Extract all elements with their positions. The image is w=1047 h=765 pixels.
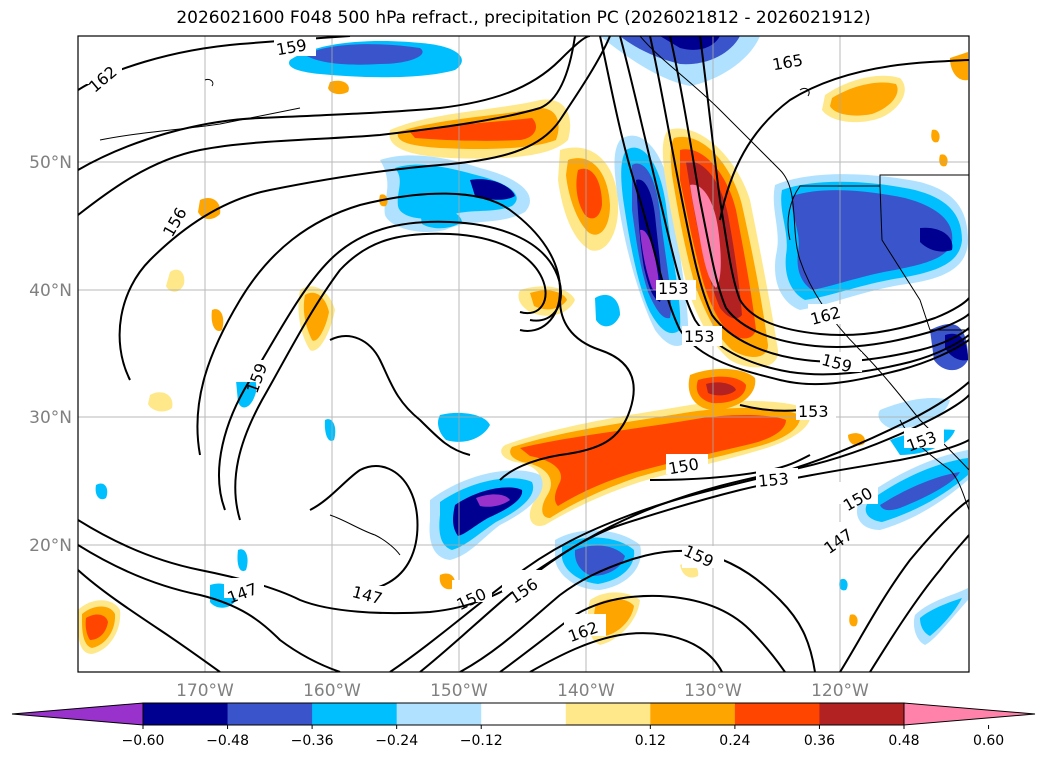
colorbar-tick-label: −0.60 bbox=[122, 733, 165, 749]
colorbar-tick-label: 0.48 bbox=[888, 733, 919, 749]
colorbar-tick-label: 0.24 bbox=[719, 733, 750, 749]
contour-label: 159 bbox=[275, 35, 308, 59]
colorbar-tick-label: −0.48 bbox=[206, 733, 249, 749]
contour-label: 153 bbox=[658, 279, 689, 298]
colorbar-segment bbox=[650, 703, 736, 725]
lon-label-170w: 170°W bbox=[176, 681, 234, 701]
contour-label: 153 bbox=[798, 402, 829, 421]
colorbar-segment bbox=[481, 703, 567, 725]
colorbar-tick-label: −0.24 bbox=[375, 733, 418, 749]
colorbar-segment bbox=[312, 703, 398, 725]
colorbar-tick-label: 0.60 bbox=[973, 733, 1004, 749]
contour-label: 153 bbox=[684, 327, 715, 346]
lon-label-120w: 120°W bbox=[811, 681, 869, 701]
graticule bbox=[78, 36, 969, 672]
lon-axis-labels: 170°W 160°W 150°W 140°W 130°W 120°W bbox=[176, 681, 869, 701]
colorbar: −0.60 −0.48 −0.36 −0.24 −0.12 0.12 0.24 0.36 0.4… bbox=[11, 702, 1036, 749]
map-border bbox=[77, 35, 970, 673]
colorbar-tick-label: 0.12 bbox=[635, 733, 666, 749]
lon-label-140w: 140°W bbox=[557, 681, 615, 701]
contour-labels: 159 162 165 156 159 153 153 162 159 153 … bbox=[82, 35, 944, 646]
colorbar-extend-min bbox=[11, 702, 144, 726]
lon-label-130w: 130°W bbox=[684, 681, 742, 701]
lon-label-160w: 160°W bbox=[303, 681, 361, 701]
colorbar-tick-label: −0.36 bbox=[291, 733, 334, 749]
colorbar-segment bbox=[227, 703, 313, 725]
colorbar-segment bbox=[565, 703, 651, 725]
map-title: 2026021600 F048 500 hPa refract., precip… bbox=[176, 8, 871, 28]
lat-label-20n: 20°N bbox=[29, 536, 72, 556]
lat-axis-labels: 50°N 40°N 30°N 20°N bbox=[29, 153, 72, 556]
lat-label-50n: 50°N bbox=[29, 153, 72, 173]
colorbar-segment bbox=[396, 703, 482, 725]
colorbar-tick-label: 0.36 bbox=[804, 733, 835, 749]
colorbar-tick-label: −0.12 bbox=[460, 733, 503, 749]
lon-label-150w: 150°W bbox=[430, 681, 488, 701]
colorbar-segment bbox=[734, 703, 820, 725]
colorbar-extend-max bbox=[903, 702, 1036, 726]
lat-label-40n: 40°N bbox=[29, 281, 72, 301]
contour-label: 153 bbox=[757, 469, 789, 491]
colorbar-frame bbox=[142, 702, 905, 726]
colorbar-segment bbox=[819, 703, 905, 725]
colorbar-segment bbox=[143, 703, 229, 725]
lat-label-30n: 30°N bbox=[29, 408, 72, 428]
